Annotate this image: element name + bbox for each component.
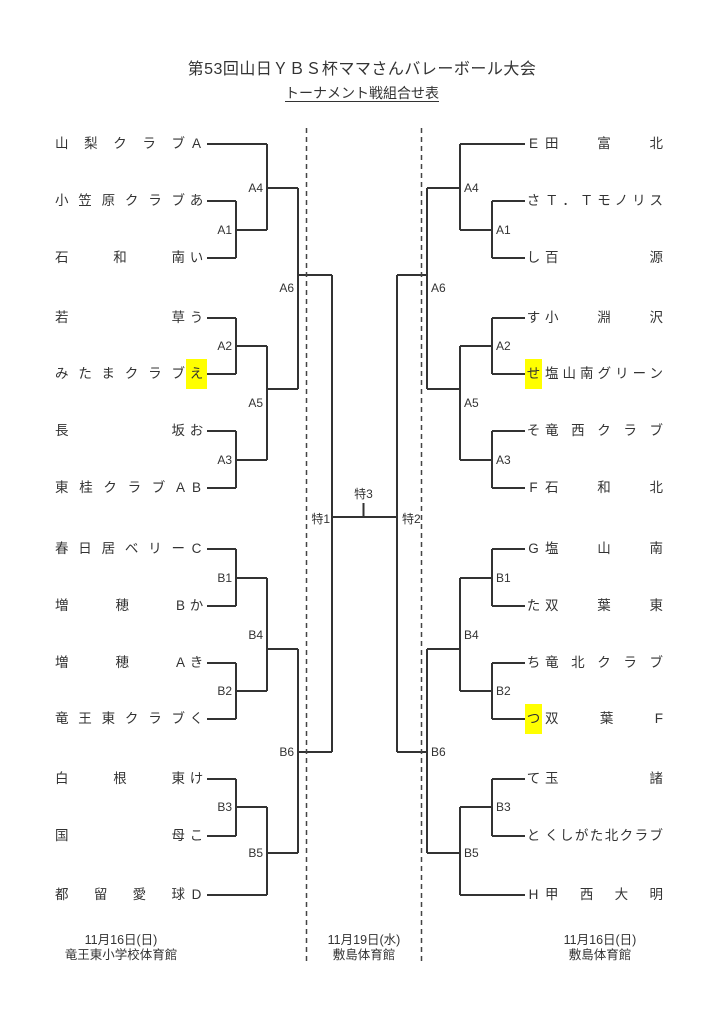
left-team-name-14: 都留愛球 [55,887,185,902]
venue-right-date: 11月16日(日) [563,933,637,947]
venue-left: 11月16日(日) 竜王東小学校体育館 [1,933,241,963]
right-team-name-10: 竜北クラブ [545,655,663,670]
left-team-marker-1: A [191,136,201,151]
match-label-left-B3: B3 [217,800,232,814]
right-team-name-1: 田富北 [545,136,663,151]
left-team-name-1: 山梨クラブ [55,136,185,151]
right-team-marker-2: さ [526,193,541,208]
match-label-left-B1: B1 [217,571,232,585]
venue-left-date: 11月16日(日) [84,933,158,947]
venue-center-date: 11月19日(水) [327,933,401,947]
right-team-marker-4: す [526,310,541,325]
venue-divider-dashed-lines [305,128,423,962]
left-team-marker-9: か [189,598,204,613]
right-team-name-3: 百源 [545,250,663,265]
left-team-marker-11: く [189,711,204,726]
right-team-marker-9: た [526,598,541,613]
venue-center: 11月19日(水) 敷島体育館 [244,933,484,963]
right-team-name-4: 小淵沢 [545,310,663,325]
left-team-name-8: 春日居ベリー [55,541,185,556]
match-label-left-A2: A2 [217,339,232,353]
right-team-name-9: 双葉東 [545,598,663,613]
right-team-name-6: 竜西クラブ [545,423,663,438]
match-label-right-A2: A2 [496,339,511,353]
left-team-name-9: 増穂B [55,598,185,613]
left-team-marker-10: き [189,655,204,670]
right-team-marker-3: し [526,250,541,265]
right-team-marker-14: H [528,887,539,902]
right-team-marker-10: ち [526,655,541,670]
left-team-name-13: 国母 [55,828,185,843]
match-label-right-A1: A1 [496,223,511,237]
right-team-name-14: 甲西大明 [545,887,663,902]
left-team-marker-3: い [189,250,204,265]
left-team-marker-5: え [186,359,207,389]
left-team-name-3: 石和南 [55,250,185,265]
right-team-marker-8: G [528,541,539,556]
match-label-right-B4: B4 [464,628,479,642]
page-subtitle: トーナメント戦組合せ表 [285,85,439,101]
venue-left-name: 竜王東小学校体育館 [64,948,178,962]
match-label-right-B2: B2 [496,684,511,698]
right-team-marker-12: て [526,771,541,786]
right-team-name-8: 塩山南 [545,541,663,556]
match-label-right-A5: A5 [464,396,479,410]
right-team-marker-13: と [526,828,541,843]
page-title: 第53回山日ＹＢＳ杯ママさんバレーボール大会 [187,61,537,78]
left-team-name-10: 増穂A [55,655,185,670]
left-team-name-6: 長坂 [55,423,185,438]
left-team-marker-6: お [189,423,204,438]
match-label-left-B4: B4 [248,628,263,642]
left-team-marker-14: D [191,887,202,902]
match-label-right-B6: B6 [431,745,446,759]
right-team-marker-6: そ [526,423,541,438]
left-team-marker-2: あ [189,193,204,208]
right-team-name-13: くしがた北クラブ [545,828,663,843]
left-team-marker-4: う [189,310,204,325]
left-team-marker-13: こ [189,828,204,843]
left-team-marker-7: B [191,480,201,495]
left-team-name-11: 竜王東クラブ [55,711,185,726]
left-team-name-12: 白根東 [55,771,185,786]
right-team-marker-5: せ [525,359,542,389]
venue-right-name: 敷島体育館 [568,948,632,962]
match-label-left-A6: A6 [279,281,294,295]
match-label-semifinal-left: 特1 [311,512,330,526]
right-team-name-7: 石和北 [545,480,663,495]
match-label-left-B2: B2 [217,684,232,698]
match-label-left-B6: B6 [279,745,294,759]
match-label-right-A6: A6 [431,281,446,295]
match-label-final: 特3 [354,487,373,501]
left-team-name-7: 東桂クラブA [55,480,185,495]
match-label-left-A4: A4 [248,181,263,195]
left-team-name-2: 小笠原クラブ [55,193,185,208]
match-label-left-A1: A1 [217,223,232,237]
right-team-marker-11: つ [525,704,542,734]
right-team-name-11: 双葉F [545,711,663,726]
match-label-left-A5: A5 [248,396,263,410]
match-label-left-A3: A3 [217,453,232,467]
match-label-right-A4: A4 [464,181,479,195]
right-team-name-5: 塩山南グリーン [545,366,663,381]
right-team-marker-1: E [528,136,538,151]
venue-center-name: 敷島体育館 [332,948,396,962]
left-team-name-5: みたまクラブ [55,366,185,381]
match-label-right-B5: B5 [464,846,479,860]
match-label-semifinal-right: 特2 [402,512,421,526]
left-team-marker-8: C [191,541,202,556]
left-team-name-4: 若草 [55,310,185,325]
venue-right: 11月16日(日) 敷島体育館 [480,933,720,963]
bracket-solid-lines [207,143,525,896]
right-team-name-12: 玉諸 [545,771,663,786]
left-team-marker-12: け [189,771,204,786]
match-label-left-B5: B5 [248,846,263,860]
match-label-right-B1: B1 [496,571,511,585]
match-label-right-A3: A3 [496,453,511,467]
match-label-right-B3: B3 [496,800,511,814]
right-team-name-2: Ｔ．Ｔモノリス [545,193,663,208]
right-team-marker-7: F [529,480,538,495]
